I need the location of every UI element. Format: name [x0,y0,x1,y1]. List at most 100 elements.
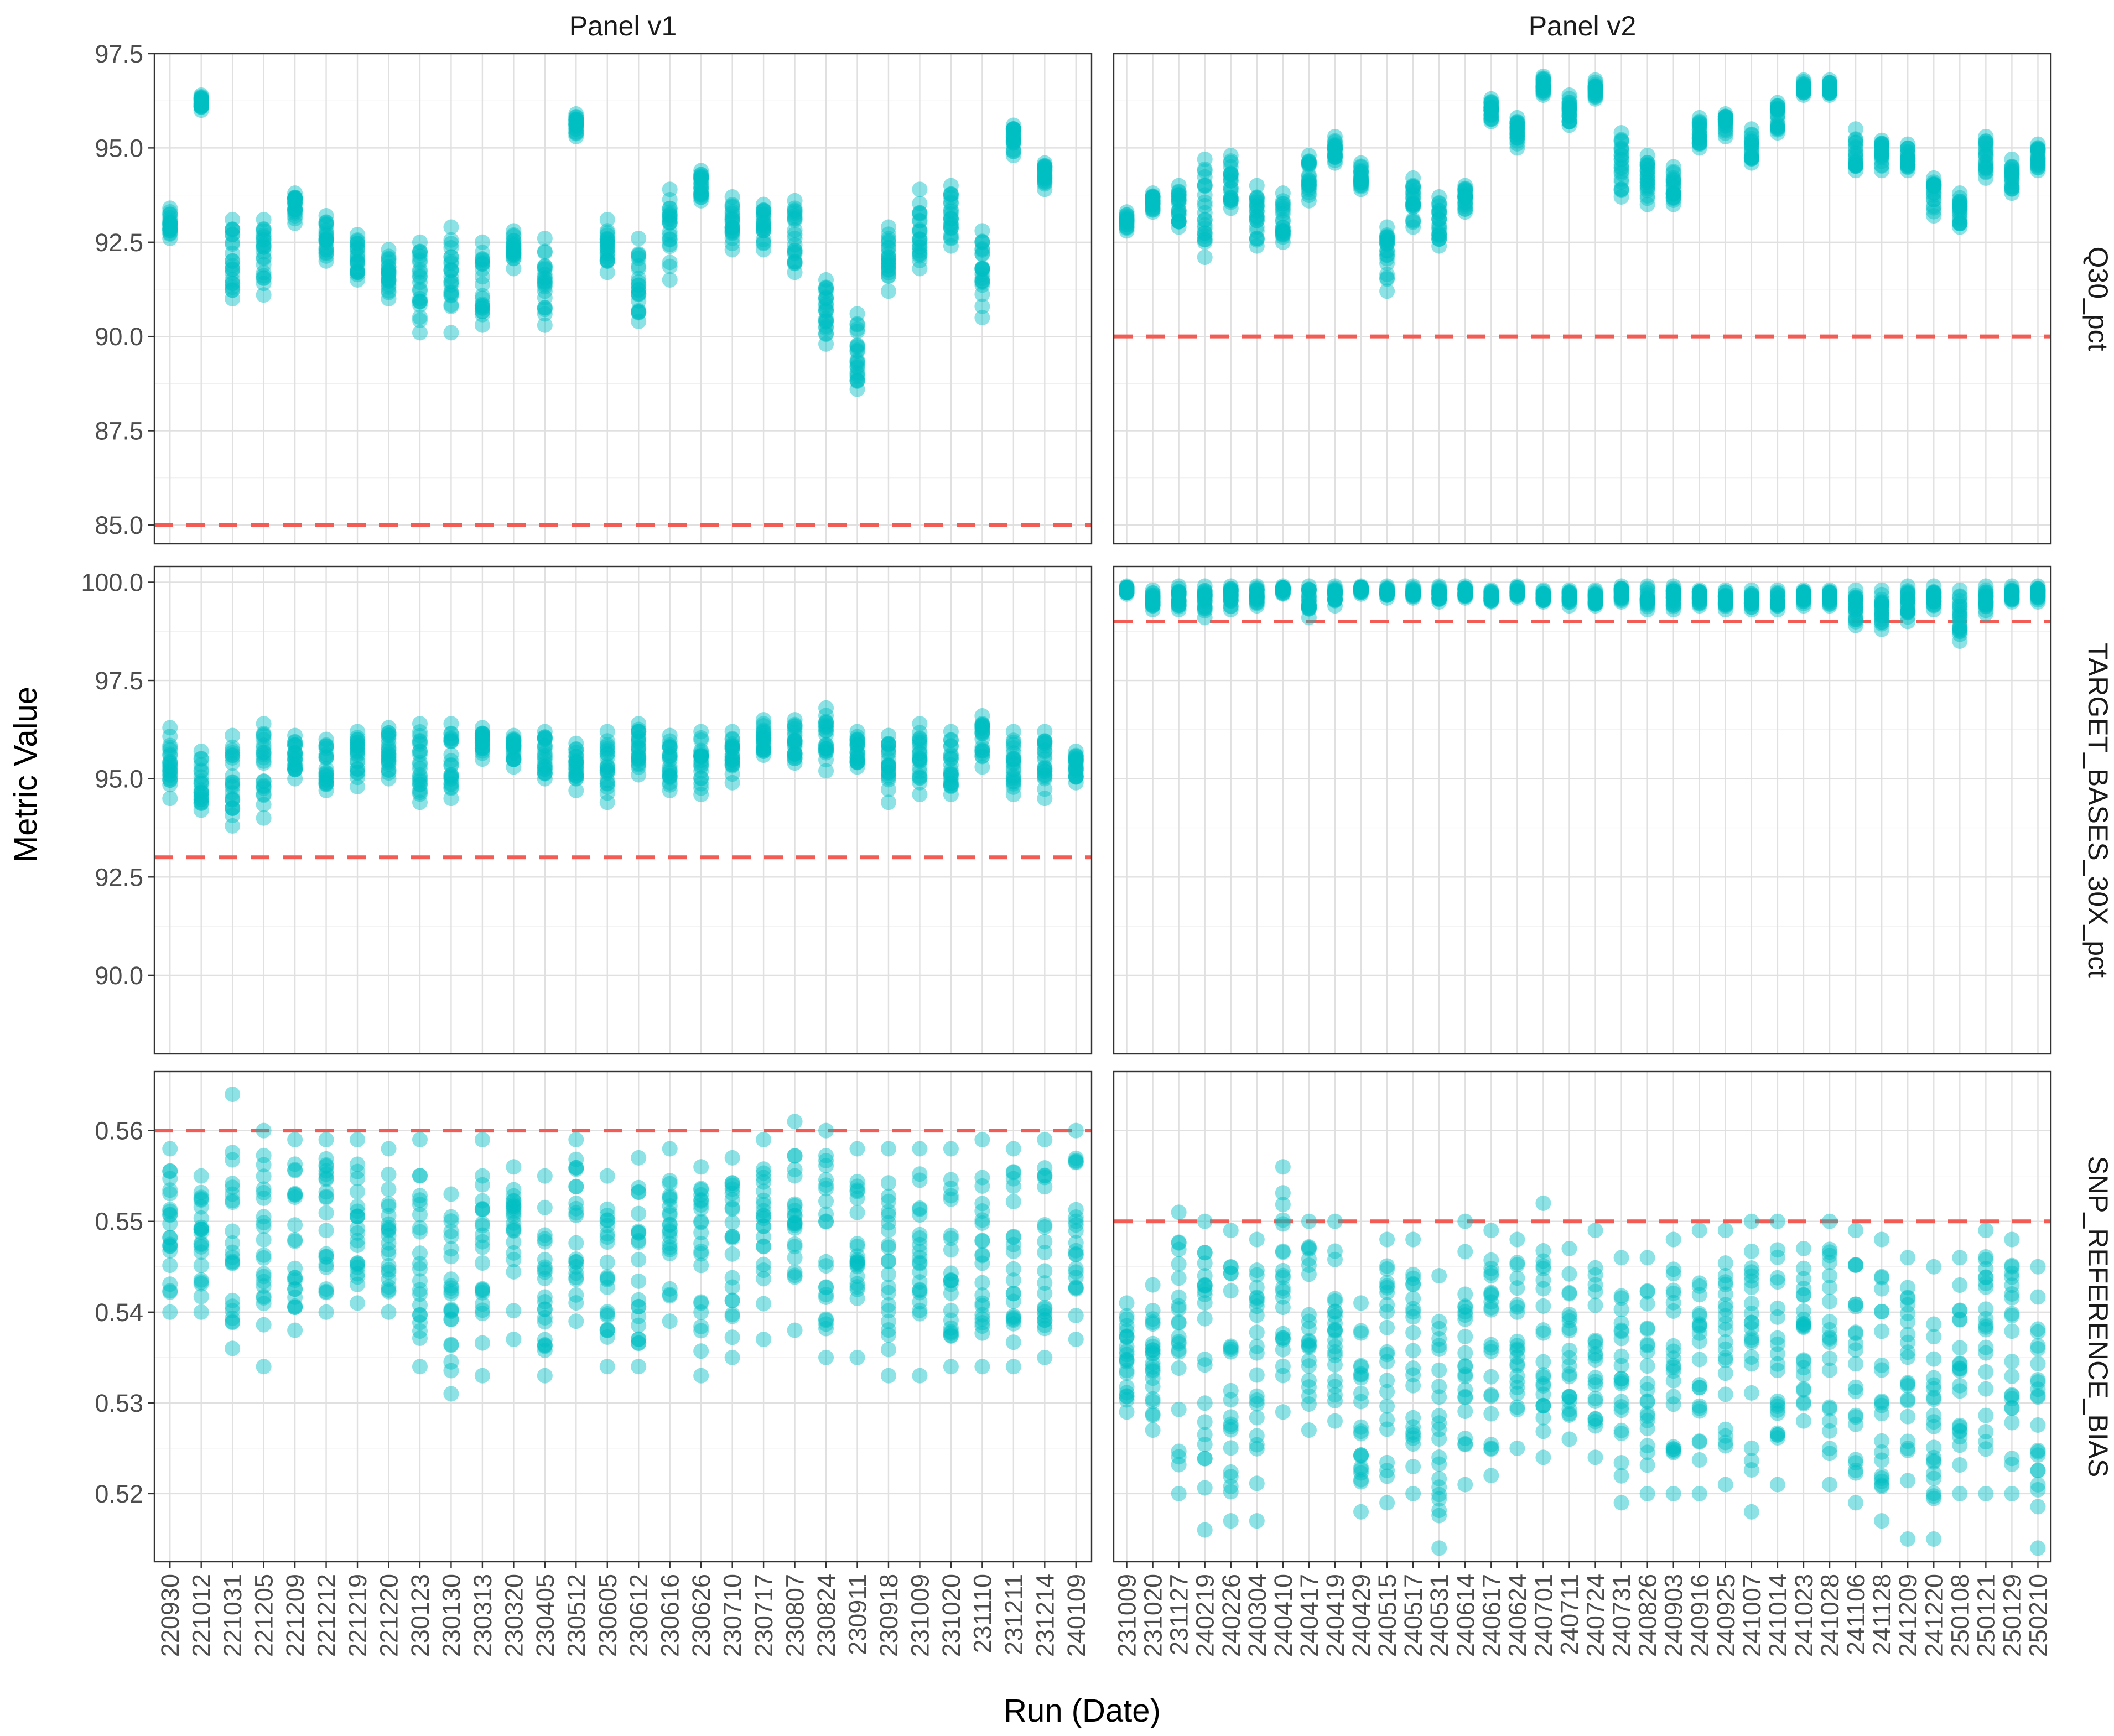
data-point [693,730,709,746]
data-point [350,247,366,263]
data-point [287,752,303,768]
x-tick-label: 250129 [1998,1574,2026,1657]
data-point [1769,117,1785,133]
data-point [350,239,366,255]
data-point [193,802,209,818]
data-point [1874,137,1890,153]
data-point [1769,100,1785,116]
data-point [693,770,709,786]
data-point [724,738,740,754]
data-point [1978,135,1994,151]
data-point [1822,85,1838,101]
data-point [1119,1352,1135,1368]
data-point [1535,1449,1551,1465]
data-point [1249,193,1265,209]
data-point [1795,80,1811,96]
data-point [1952,194,1968,210]
x-tick-label: 240429 [1347,1574,1375,1657]
data-point [474,269,490,285]
data-point [381,263,397,279]
data-point [1665,178,1681,194]
data-point [1405,1425,1421,1441]
data-point [724,211,740,227]
data-point [1587,81,1603,97]
data-point [1005,1359,1021,1375]
x-tick-label: 240109 [1062,1574,1090,1657]
data-point [1822,87,1838,103]
data-point [1769,1396,1785,1412]
data-point [1587,72,1603,88]
data-point [1874,1433,1890,1449]
data-point [724,211,740,227]
data-point [350,264,366,280]
data-point [443,734,459,750]
data-point [193,96,209,112]
data-point [568,752,584,768]
data-point [724,198,740,214]
data-point [1795,76,1811,92]
data-point [1717,115,1733,131]
data-point [1431,211,1447,227]
data-point [537,1234,553,1250]
x-tick-label: 221012 [188,1574,216,1657]
data-point [256,731,272,747]
data-point [1952,202,1968,219]
data-point [912,1243,928,1259]
data-point [1431,1338,1447,1354]
data-point [880,264,896,280]
data-point [1379,232,1395,248]
data-point [1743,145,1759,161]
data-point [1665,189,1681,205]
y-tick-label: 97.5 [95,667,143,695]
data-point [2030,1463,2046,1479]
data-point [599,1218,615,1234]
data-point [849,306,865,322]
data-point [1068,1153,1084,1170]
data-point [787,205,803,221]
data-point [225,755,241,771]
data-point [568,112,584,128]
data-point [1171,1301,1187,1317]
data-point [256,810,272,826]
data-point [1119,220,1135,236]
data-point [412,262,428,278]
data-point [2030,578,2046,594]
data-point [631,723,647,739]
data-point [787,230,803,246]
data-point [1587,1411,1603,1427]
data-point [1005,1164,1021,1180]
data-point [818,312,834,328]
data-point [2004,167,2020,183]
data-point [599,742,615,758]
data-point [256,257,272,273]
data-point [287,734,303,750]
data-point [1197,220,1213,236]
data-point [1795,1312,1811,1328]
data-point [943,1327,959,1343]
data-point [1535,77,1551,93]
data-point [1822,85,1838,101]
data-point [724,214,740,230]
data-point [787,255,803,271]
data-point [1952,1457,1968,1473]
data-point [756,209,772,225]
data-point [880,240,896,256]
data-point [693,748,709,764]
data-point [1353,175,1369,191]
data-point [849,372,865,388]
data-point [412,784,428,801]
data-point [537,745,553,761]
data-point [162,757,178,773]
data-point [1952,1360,1968,1376]
data-point [631,304,647,320]
data-point [1379,237,1395,253]
data-point [912,261,928,277]
data-point [1005,148,1021,164]
data-point [1327,141,1343,157]
data-point [1822,83,1838,99]
data-point [412,1359,428,1375]
data-point [1587,596,1603,612]
data-point [1926,178,1942,194]
data-point [1197,194,1213,210]
data-point [1509,1399,1525,1415]
